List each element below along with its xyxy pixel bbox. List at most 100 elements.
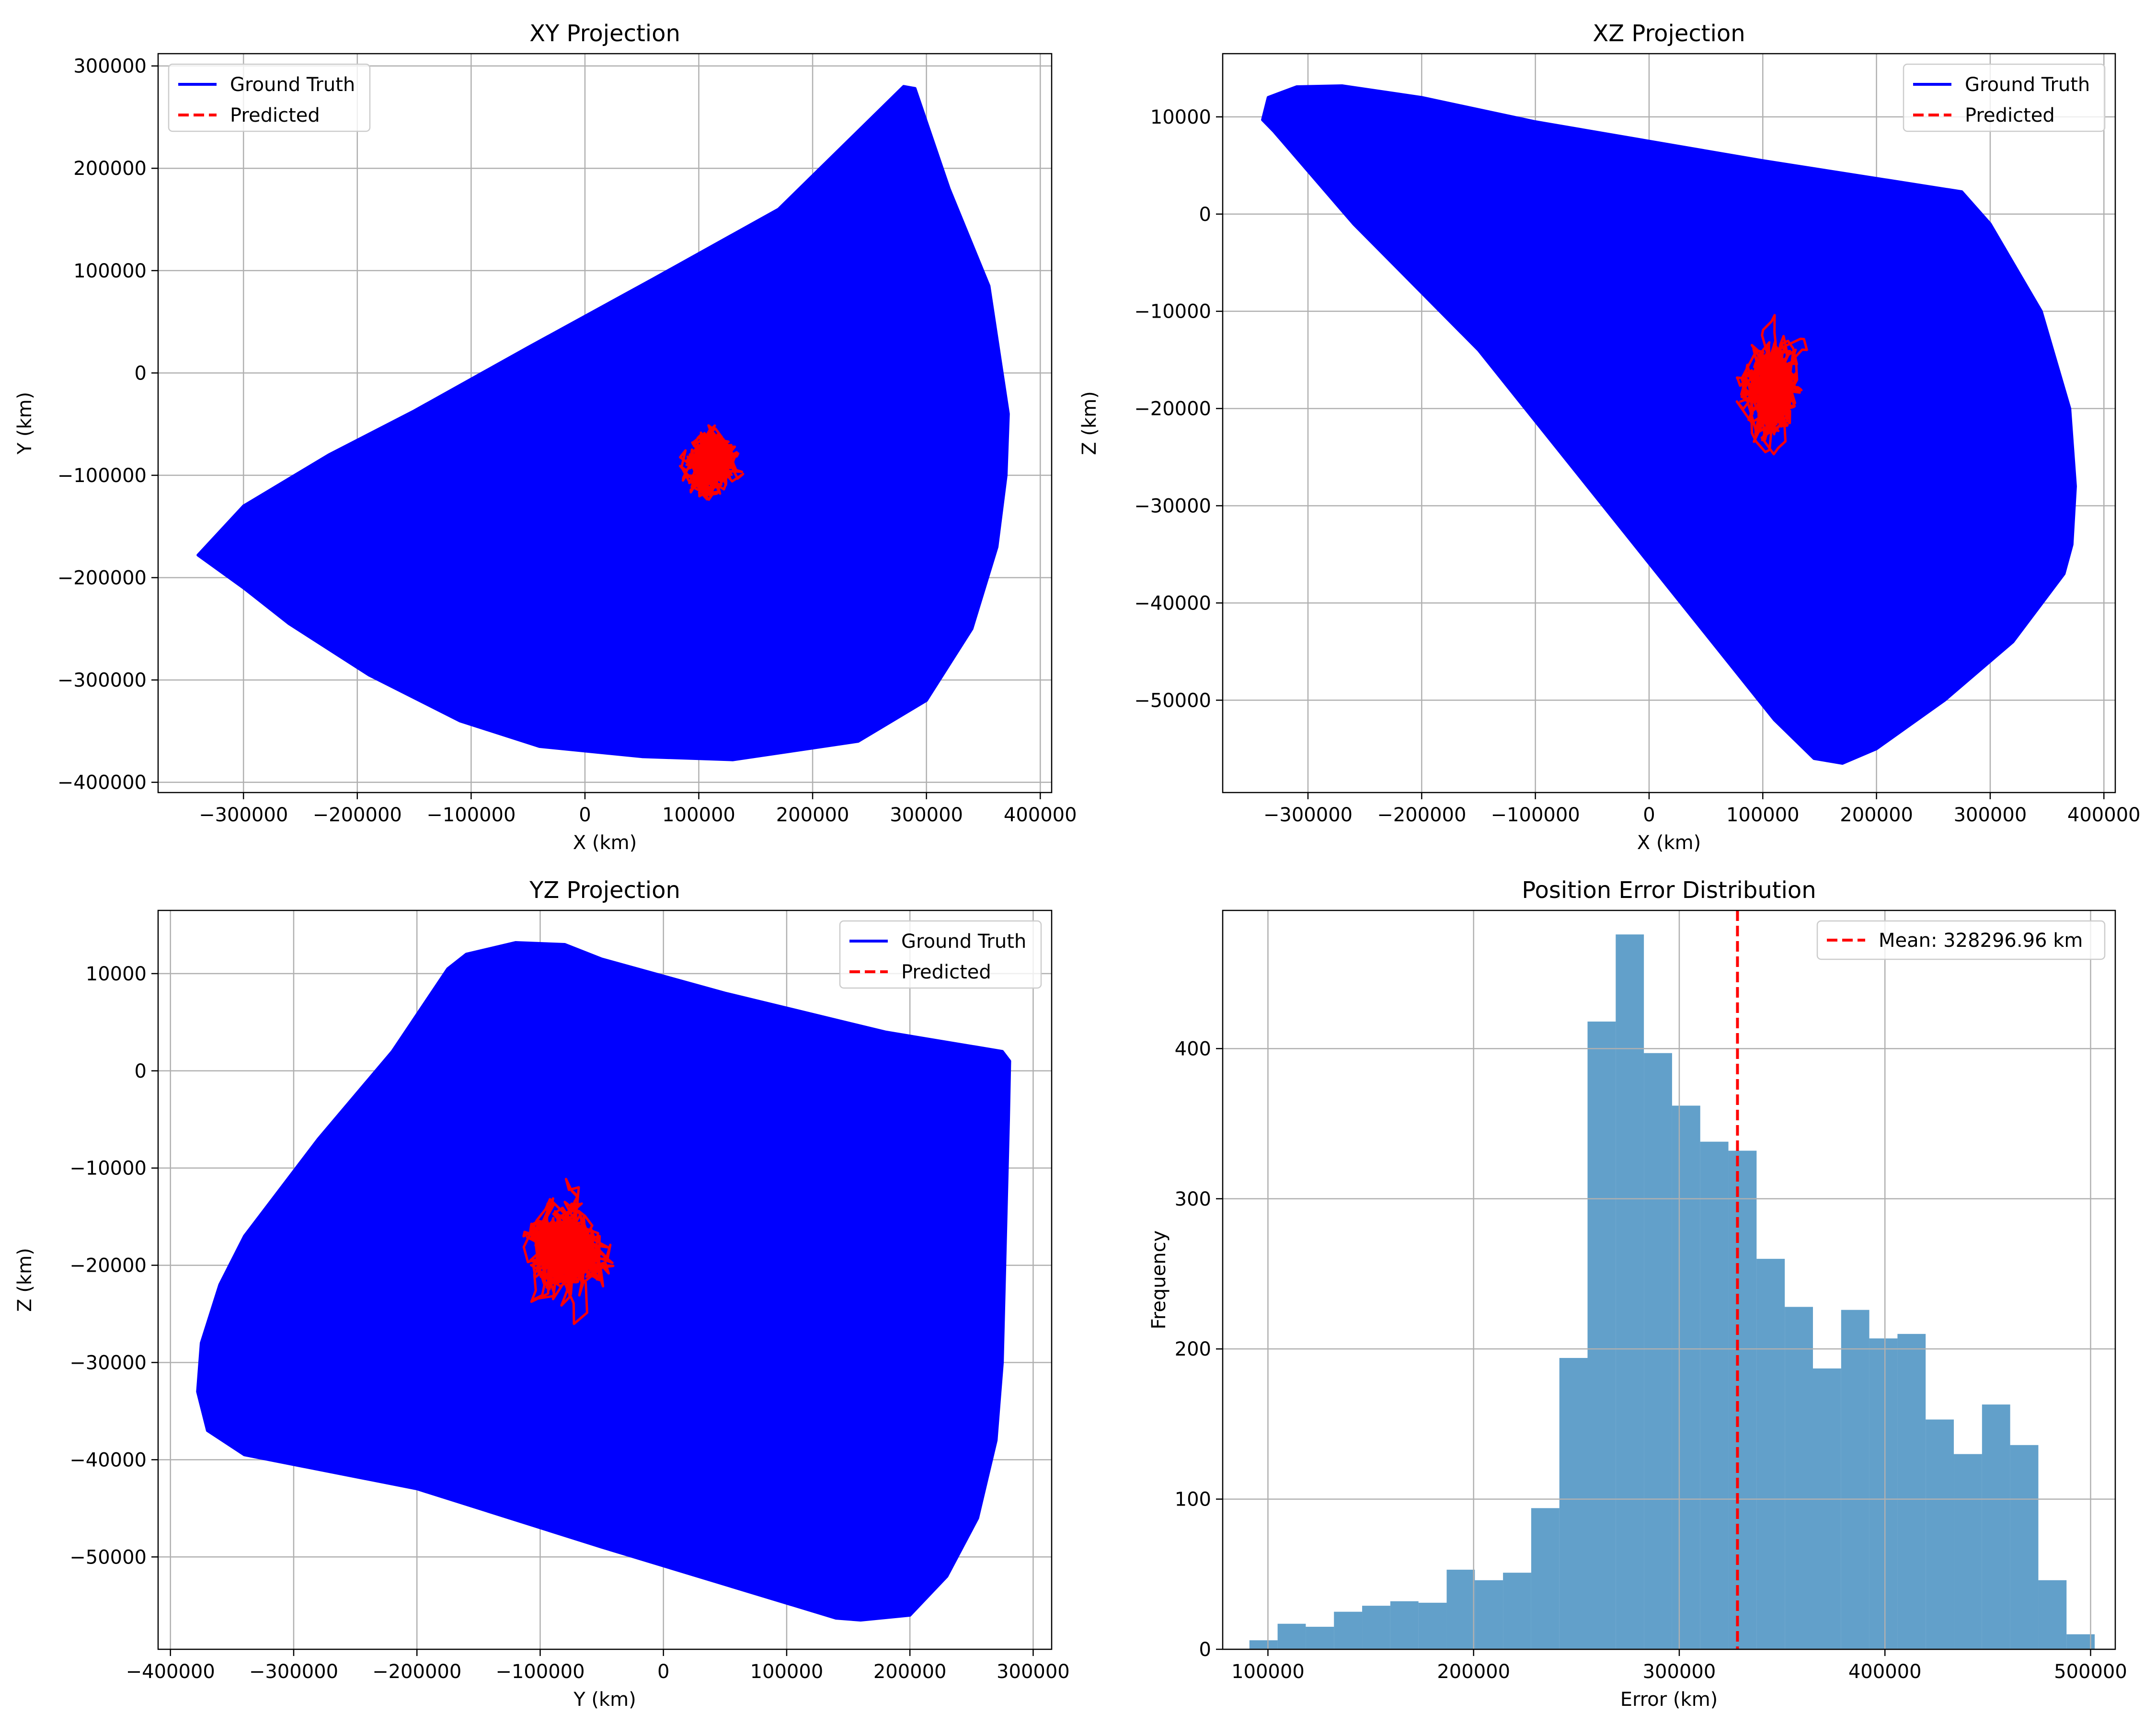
histogram-bar: [1249, 1640, 1278, 1649]
x-tick-label: 100000: [1726, 804, 1800, 826]
series-group: [196, 941, 1011, 1622]
x-tick-label: 0: [579, 804, 591, 826]
y-tick-label: 400: [1175, 1038, 1211, 1060]
histogram-bar: [1334, 1611, 1363, 1649]
legend-label: Predicted: [230, 104, 320, 126]
ground-truth-trajectory: [1261, 84, 2077, 765]
y-tick-label: −40000: [69, 1449, 147, 1471]
x-tick-label: 100000: [750, 1661, 824, 1683]
chart-panel-1: −300000 −200000 −100000 0 100000 200000 300000…: [14, 20, 1077, 854]
x-tick-label: −200000: [313, 804, 402, 826]
histogram-bar: [1756, 1259, 1785, 1649]
histogram-bar: [2010, 1445, 2039, 1649]
legend-label: Mean: 328296.96 km: [1879, 930, 2083, 952]
histogram-bars: [1249, 934, 2095, 1649]
y-tick-label: −200000: [57, 567, 147, 589]
histogram-bar: [1954, 1454, 1982, 1649]
y-tick-label: −20000: [69, 1255, 147, 1277]
chart-title: XZ Projection: [1593, 20, 1745, 47]
tick-group: 100000 200000 300000 400000 500000 0 100 200 300…: [1175, 1038, 2127, 1683]
y-tick-label: 10000: [86, 963, 147, 985]
x-tick-label: 400000: [2067, 804, 2141, 826]
x-tick-label: −100000: [495, 1661, 585, 1683]
x-tick-label: 0: [657, 1661, 669, 1683]
legend-label: Ground Truth: [230, 74, 355, 96]
legend-label: Predicted: [901, 961, 991, 983]
legend-label: Ground Truth: [901, 931, 1026, 953]
x-axis-label: Error (km): [1620, 1689, 1718, 1711]
histogram-bar: [1728, 1150, 1757, 1649]
histogram-bar: [1475, 1580, 1503, 1649]
x-tick-label: −100000: [1491, 804, 1580, 826]
predicted-trajectory: [679, 424, 745, 501]
y-tick-label: −50000: [1134, 690, 1211, 712]
legend: Ground Truth Predicted: [168, 63, 371, 132]
y-tick-label: −400000: [57, 772, 147, 794]
histogram-bar: [1982, 1404, 2010, 1649]
y-tick-label: 0: [135, 1060, 147, 1082]
histogram-bar: [1926, 1419, 1954, 1649]
x-tick-label: 0: [1643, 804, 1655, 826]
x-axis-label: X (km): [573, 832, 637, 854]
legend: Ground Truth Predicted: [1903, 63, 2106, 132]
axes-frame: [157, 53, 1053, 794]
histogram-bar: [1277, 1623, 1306, 1649]
legend-label: Predicted: [1965, 104, 2055, 126]
y-tick-label: −30000: [1134, 495, 1211, 517]
chart-panel-4: 100000 200000 300000 400000 500000 0 100 200 300…: [1148, 877, 2127, 1711]
y-tick-label: −300000: [57, 669, 147, 691]
histogram-bar: [1616, 934, 1644, 1649]
x-tick-label: 100000: [1231, 1661, 1305, 1683]
histogram-bar: [1531, 1508, 1560, 1649]
histogram-bar: [1418, 1602, 1447, 1649]
histogram-bar: [1306, 1626, 1334, 1649]
histogram-bar: [1559, 1357, 1588, 1649]
histogram-bar: [1869, 1338, 1898, 1649]
histogram-bar: [1785, 1307, 1813, 1649]
y-tick-label: −10000: [69, 1158, 147, 1180]
tick-group: −300000 −200000 −100000 0 100000 200000 300000…: [1134, 106, 2140, 826]
y-tick-label: 10000: [1150, 106, 1211, 128]
x-tick-label: −200000: [1377, 804, 1466, 826]
x-tick-label: 200000: [1840, 804, 1913, 826]
predicted-trajectory: [522, 1178, 615, 1325]
y-tick-label: 200: [1175, 1338, 1211, 1360]
x-tick-label: 200000: [873, 1661, 947, 1683]
ground-truth-trajectory: [196, 85, 1010, 761]
x-tick-label: −300000: [249, 1661, 338, 1683]
y-tick-label: −30000: [69, 1352, 147, 1374]
tick-group: −400000 −300000 −200000 −100000 0 100000 20000…: [69, 963, 1070, 1683]
x-axis-label: X (km): [1637, 832, 1701, 854]
y-tick-label: 0: [1199, 1639, 1211, 1661]
axes-frame: [1222, 909, 2116, 1650]
chart-panel-3: −400000 −300000 −200000 −100000 0 100000 20000…: [14, 877, 1070, 1711]
x-tick-label: 300000: [997, 1661, 1070, 1683]
legend: Ground Truth Predicted: [839, 920, 1042, 989]
x-tick-label: 100000: [662, 804, 735, 826]
histogram-bar: [1700, 1141, 1729, 1649]
y-tick-label: 0: [1199, 204, 1211, 226]
legend-label: Ground Truth: [1965, 74, 2090, 96]
y-tick-label: −10000: [1134, 301, 1211, 323]
predicted-trajectory: [1735, 314, 1808, 456]
y-axis-label: Z (km): [14, 1248, 36, 1311]
x-tick-label: 400000: [1004, 804, 1077, 826]
y-tick-label: 200000: [73, 158, 147, 180]
tick-group: −300000 −200000 −100000 0 100000 200000 300000…: [57, 56, 1077, 826]
y-tick-label: −50000: [69, 1546, 147, 1568]
histogram-bar: [1390, 1601, 1419, 1649]
histogram-bar: [1644, 1053, 1672, 1649]
series-group: [1261, 84, 2077, 765]
legend-box: [168, 63, 371, 132]
histogram-bar: [1446, 1569, 1475, 1649]
axes-frame: [157, 909, 1053, 1650]
y-tick-label: 100: [1175, 1489, 1211, 1511]
histogram-bar: [1841, 1310, 1869, 1649]
x-axis-label: Y (km): [573, 1689, 636, 1711]
histogram-bar: [1503, 1573, 1531, 1649]
histogram-bar: [1672, 1105, 1700, 1649]
histogram-bar: [1362, 1606, 1390, 1649]
x-tick-label: 200000: [776, 804, 849, 826]
chart-title: YZ Projection: [529, 877, 680, 904]
x-tick-label: −100000: [426, 804, 516, 826]
